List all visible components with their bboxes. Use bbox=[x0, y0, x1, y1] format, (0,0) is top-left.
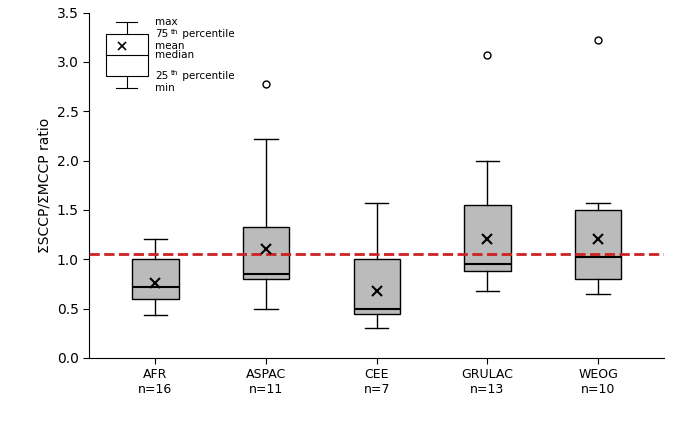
Text: percentile: percentile bbox=[179, 71, 234, 81]
Text: 75: 75 bbox=[155, 29, 169, 39]
Bar bbox=[105, 35, 148, 76]
PathPatch shape bbox=[243, 226, 289, 279]
Text: 25: 25 bbox=[155, 71, 169, 81]
PathPatch shape bbox=[575, 210, 621, 279]
Text: mean: mean bbox=[155, 41, 185, 51]
Text: median: median bbox=[155, 50, 195, 60]
Text: th: th bbox=[171, 70, 177, 76]
Text: min: min bbox=[155, 83, 175, 93]
Text: max: max bbox=[155, 18, 178, 27]
Text: percentile: percentile bbox=[179, 29, 234, 39]
Text: th: th bbox=[171, 29, 177, 35]
Y-axis label: ΣSCCP/ΣMCCP ratio: ΣSCCP/ΣMCCP ratio bbox=[37, 117, 51, 253]
PathPatch shape bbox=[132, 259, 179, 298]
PathPatch shape bbox=[464, 205, 510, 271]
PathPatch shape bbox=[353, 259, 400, 314]
